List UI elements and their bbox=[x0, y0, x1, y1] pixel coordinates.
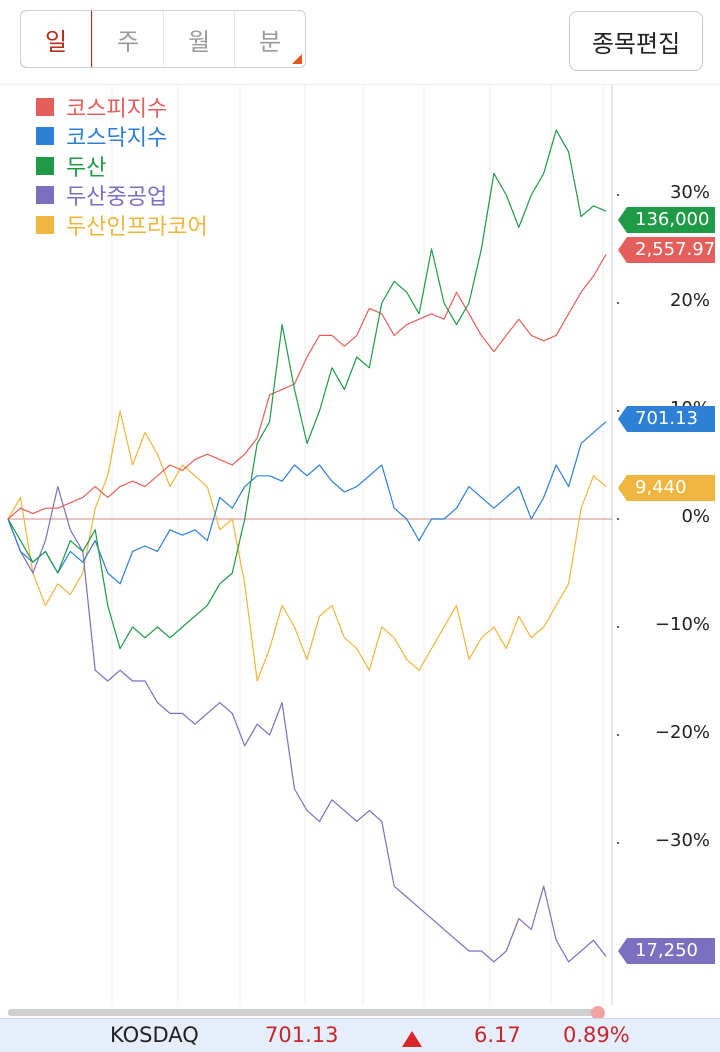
edit-stocks-button[interactable]: 종목편집 bbox=[569, 11, 703, 71]
ticker-percent: 0.89% bbox=[563, 1023, 630, 1047]
up-triangle-icon bbox=[402, 1028, 422, 1052]
tab-day[interactable]: 일 bbox=[21, 11, 92, 67]
legend-label: 두산 bbox=[66, 155, 107, 181]
ticker-price: 701.13 bbox=[265, 1023, 339, 1047]
divider bbox=[0, 84, 720, 85]
last-value-tag: 17,250 bbox=[618, 938, 715, 964]
series-line bbox=[7, 410, 607, 682]
dropdown-corner-icon bbox=[292, 54, 302, 64]
last-value-tag: 2,557.97 bbox=[618, 237, 715, 263]
tab-minute-label: 분 bbox=[258, 27, 282, 56]
legend-item: 코스피지수 bbox=[36, 92, 208, 122]
y-tick-mark bbox=[617, 626, 619, 628]
tab-month[interactable]: 월 bbox=[163, 11, 234, 67]
scrollbar-handle[interactable] bbox=[591, 1006, 605, 1020]
legend-label: 코스닥지수 bbox=[66, 126, 168, 152]
y-tick-label: −30% bbox=[654, 830, 710, 851]
comparison-line-chart[interactable] bbox=[0, 85, 720, 1005]
legend-item: 두산중공업 bbox=[36, 181, 208, 211]
y-tick-label: −20% bbox=[654, 722, 710, 743]
legend-label: 코스피지수 bbox=[66, 96, 168, 122]
legend-item: 두산 bbox=[36, 151, 208, 181]
y-tick-mark bbox=[617, 302, 619, 304]
index-ticker-bar[interactable]: KOSDAQ 701.13 6.17 0.89% bbox=[0, 1018, 720, 1052]
series-line bbox=[7, 486, 607, 963]
y-tick-mark bbox=[617, 194, 619, 196]
last-value-tag: 9,440 bbox=[618, 475, 715, 501]
legend-label: 두산인프라코어 bbox=[66, 214, 208, 240]
tab-minute[interactable]: 분 bbox=[234, 11, 305, 67]
period-tabs: 일 주 월 분 bbox=[20, 10, 306, 68]
last-value-tag: 136,000 bbox=[618, 207, 715, 233]
series-line bbox=[7, 421, 607, 585]
ticker-change: 6.17 bbox=[474, 1023, 521, 1047]
y-tick-label: −10% bbox=[654, 614, 710, 635]
legend-swatch-icon bbox=[36, 156, 54, 175]
y-tick-mark bbox=[617, 734, 619, 736]
legend-label: 두산중공업 bbox=[66, 185, 168, 211]
legend-swatch-icon bbox=[36, 127, 54, 146]
y-tick-mark bbox=[617, 842, 619, 844]
legend-item: 두산인프라코어 bbox=[36, 210, 208, 240]
last-value-tag: 701.13 bbox=[618, 406, 715, 432]
ticker-name: KOSDAQ bbox=[110, 1023, 199, 1047]
y-tick-mark bbox=[617, 518, 619, 520]
series-line bbox=[7, 254, 607, 520]
legend-swatch-icon bbox=[36, 186, 54, 205]
series-line bbox=[7, 129, 607, 650]
chart-scrollbar[interactable] bbox=[8, 1009, 598, 1016]
legend-swatch-icon bbox=[36, 215, 54, 234]
legend-item: 코스닥지수 bbox=[36, 122, 208, 152]
y-tick-label: 20% bbox=[669, 290, 710, 311]
legend-swatch-icon bbox=[36, 97, 54, 116]
y-tick-label: 0% bbox=[681, 506, 710, 527]
tab-week[interactable]: 주 bbox=[92, 11, 163, 67]
y-tick-label: 30% bbox=[669, 182, 710, 203]
